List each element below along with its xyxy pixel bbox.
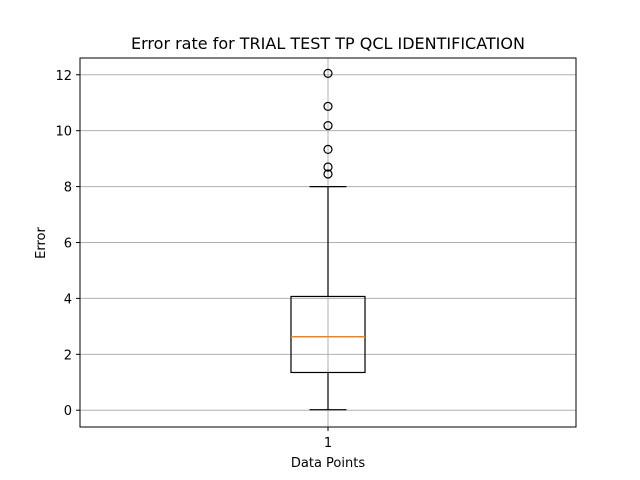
y-tick-label: 2 <box>64 348 72 363</box>
outlier-point <box>323 68 333 78</box>
outlier-point <box>323 144 333 155</box>
interquartile-box <box>290 295 366 374</box>
outlier-point <box>323 101 333 111</box>
outlier-point <box>323 121 333 131</box>
x-axis-label: Data Points <box>291 456 365 471</box>
y-tick-label: 10 <box>55 125 72 140</box>
outlier-point <box>323 169 333 179</box>
y-tick-label: 0 <box>64 404 72 419</box>
y-axis-label: Error <box>34 227 49 259</box>
box-plot-series <box>290 68 366 411</box>
y-tick-label: 4 <box>64 292 72 307</box>
chart-title: Error rate for TRIAL TEST TP QCL IDENTIF… <box>131 34 525 53</box>
x-axis-ticks: 1 <box>324 427 332 451</box>
outlier-point <box>323 162 333 172</box>
y-tick-label: 12 <box>55 69 72 84</box>
y-tick-label: 8 <box>64 181 72 196</box>
x-tick-label: 1 <box>324 436 332 451</box>
y-tick-label: 6 <box>64 237 72 252</box>
y-axis-ticks: 0 2 4 6 8 10 12 <box>55 69 80 419</box>
